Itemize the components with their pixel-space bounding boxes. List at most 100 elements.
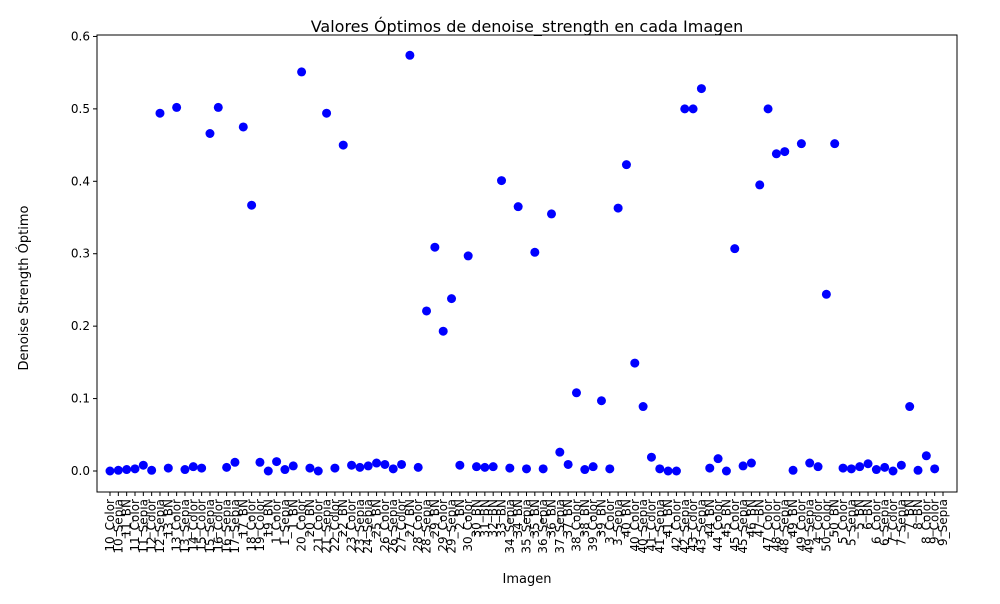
x-tick-label: 45_Color bbox=[728, 499, 742, 552]
x-tick-label: 39_BN bbox=[594, 499, 608, 537]
data-point bbox=[472, 462, 482, 472]
data-point bbox=[830, 139, 840, 149]
data-point bbox=[721, 466, 731, 476]
data-point bbox=[263, 466, 273, 476]
x-tick-label: 47_Color bbox=[761, 499, 775, 552]
data-point bbox=[413, 462, 423, 472]
data-point bbox=[247, 200, 257, 210]
x-tick-label: 2_BN bbox=[453, 499, 467, 530]
plot-area-frame bbox=[96, 34, 958, 493]
x-tick-label: 27_Color bbox=[395, 499, 409, 552]
data-point bbox=[746, 458, 756, 468]
x-axis-label: Imagen bbox=[503, 572, 552, 587]
data-point bbox=[438, 326, 448, 336]
data-point bbox=[813, 462, 823, 472]
x-tick-label: 6_Color bbox=[869, 499, 883, 544]
x-tick-label: 8_Color bbox=[919, 499, 933, 544]
data-point bbox=[680, 104, 690, 114]
data-point bbox=[297, 67, 307, 77]
data-point bbox=[846, 464, 856, 474]
data-point bbox=[505, 463, 515, 473]
data-point bbox=[130, 464, 140, 474]
x-tick-label: 36_BN bbox=[544, 499, 558, 537]
data-point bbox=[430, 242, 440, 252]
x-tick-label: 9_Sepia bbox=[936, 499, 950, 546]
x-tick-label: 13_BN bbox=[161, 499, 175, 537]
x-tick-label: 19_BN bbox=[261, 499, 275, 537]
x-tick-label: 13_Sepia bbox=[178, 499, 192, 554]
x-tick-label: 45_BN bbox=[719, 499, 733, 537]
x-tick-label: 17_Sepia bbox=[228, 499, 242, 554]
x-tick-label: 48_Color bbox=[769, 499, 783, 552]
x-tick-label: 47_BN bbox=[753, 499, 767, 537]
data-point bbox=[463, 251, 473, 261]
data-point bbox=[646, 452, 656, 462]
x-tick-label: 37_Sepia bbox=[553, 499, 567, 554]
data-points bbox=[105, 50, 940, 476]
x-tick-label: 49_Sepia bbox=[803, 499, 817, 554]
x-tick-label: 40_Color bbox=[628, 499, 642, 552]
data-point bbox=[571, 388, 581, 398]
data-point bbox=[213, 102, 223, 112]
x-tick-label: 5_Color bbox=[836, 499, 850, 544]
x-tick-label: 7_Color bbox=[886, 499, 900, 544]
data-point bbox=[313, 466, 323, 476]
data-point bbox=[530, 247, 540, 257]
data-point bbox=[596, 396, 606, 406]
x-tick-label: 21_Sepia bbox=[320, 499, 334, 554]
data-point bbox=[513, 202, 523, 212]
x-tick-label: 42_Sepia bbox=[678, 499, 692, 554]
data-point bbox=[305, 463, 315, 473]
x-tick-label: 12_Sepia bbox=[153, 499, 167, 554]
data-point bbox=[613, 203, 623, 213]
x-tick-label: 45_Sepia bbox=[736, 499, 750, 554]
data-point bbox=[288, 461, 298, 471]
y-tick-label: 0.1 bbox=[71, 392, 90, 406]
x-tick-label: 41_Color bbox=[644, 499, 658, 552]
data-point bbox=[921, 451, 931, 461]
data-point bbox=[480, 462, 490, 472]
x-tick-label: 5_Sepia bbox=[844, 499, 858, 546]
x-tick-label: 16_Sepia bbox=[220, 499, 234, 554]
x-tick-label: 15_Sepia bbox=[203, 499, 217, 554]
data-point bbox=[197, 463, 207, 473]
x-tick-label: 39_Color bbox=[586, 499, 600, 552]
data-point bbox=[871, 465, 881, 475]
x-tick-label: 1_Color bbox=[270, 499, 284, 544]
data-point bbox=[896, 460, 906, 470]
data-point bbox=[905, 402, 915, 412]
x-tick-label: 17_BN bbox=[236, 499, 250, 537]
x-tick-label: 43_Sepia bbox=[694, 499, 708, 554]
data-point bbox=[755, 180, 765, 190]
x-tick-label: 41_BN bbox=[661, 499, 675, 537]
data-point bbox=[821, 289, 831, 299]
data-point bbox=[172, 102, 182, 112]
x-tick-label: 28_Color bbox=[411, 499, 425, 552]
x-tick-label: 30_Color bbox=[461, 499, 475, 552]
x-tick-label: 19_Color bbox=[253, 499, 267, 552]
data-point bbox=[655, 464, 665, 474]
x-tick-label: 1_BN bbox=[286, 499, 300, 530]
data-point bbox=[930, 464, 940, 474]
x-tick-label: 11_Sepia bbox=[136, 499, 150, 554]
data-point bbox=[638, 402, 648, 412]
data-point bbox=[230, 457, 240, 467]
x-tick-label: 38_Color bbox=[569, 499, 583, 552]
x-tick-label: 23_Color bbox=[345, 499, 359, 552]
data-point bbox=[805, 458, 815, 468]
x-tick-label: 43_Color bbox=[686, 499, 700, 552]
x-tick-label: 4_Color bbox=[811, 499, 825, 544]
y-tick-label: 0.4 bbox=[71, 174, 90, 188]
x-tick-label: 26_Sepia bbox=[386, 499, 400, 554]
data-point bbox=[138, 460, 148, 470]
x-axis: 10_Color10_Sepia11_BN11_Color11_Sepia12_… bbox=[103, 492, 950, 554]
data-point bbox=[863, 459, 873, 469]
data-point bbox=[663, 466, 673, 476]
data-point bbox=[696, 84, 706, 94]
data-point bbox=[238, 122, 248, 132]
x-tick-label: 10_Color bbox=[103, 499, 117, 552]
x-tick-label: 30_BN bbox=[470, 499, 484, 537]
